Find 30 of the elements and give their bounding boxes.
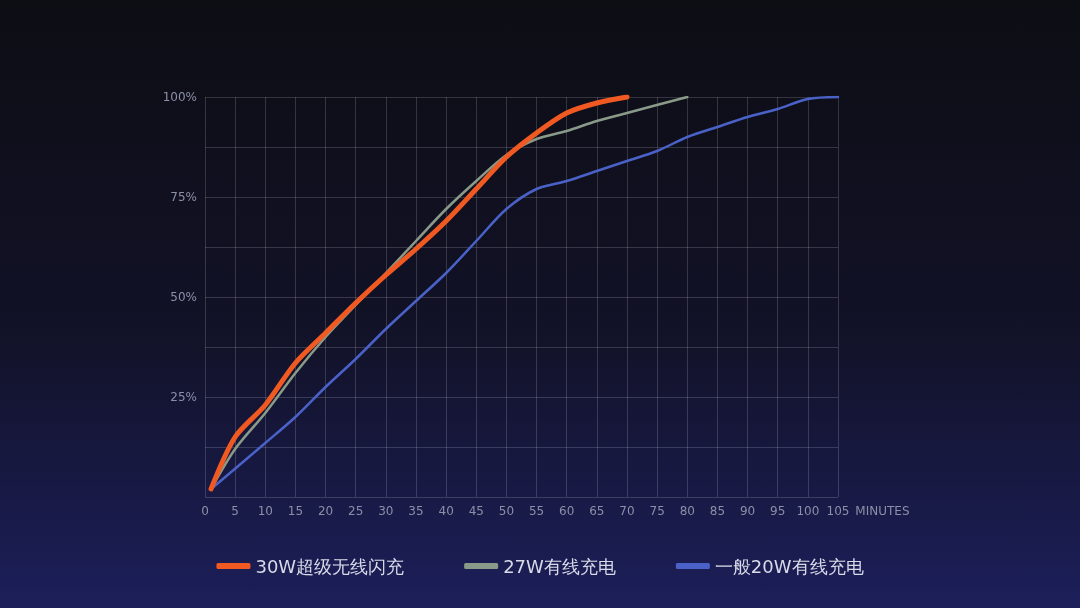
- y-tick-label: 100%: [162, 90, 197, 104]
- x-tick-label: 5: [231, 504, 239, 518]
- x-tick-label: 45: [468, 504, 484, 518]
- y-tick-label: 75%: [170, 190, 197, 204]
- x-tick-label: 100: [796, 504, 820, 518]
- x-tick-label: 65: [589, 504, 605, 518]
- x-tick-label: 40: [438, 504, 454, 518]
- x-axis-title: MINUTES: [855, 504, 910, 518]
- x-tick-label: 15: [287, 504, 304, 518]
- y-tick-label: 25%: [170, 390, 197, 404]
- legend-label: 一般20W有线充电: [714, 555, 864, 577]
- x-tick-label: 30: [378, 504, 394, 518]
- x-tick-label: 95: [770, 504, 786, 518]
- x-tick-label: 85: [709, 504, 726, 518]
- legend-label: 27W有线充电: [503, 555, 616, 577]
- x-tick-label: 10: [257, 504, 273, 518]
- x-tick-label: 0: [201, 504, 209, 518]
- x-tick-label: 35: [408, 504, 424, 518]
- x-tick-label: 20: [317, 504, 334, 518]
- legend-label: 30W超级无线闪充: [255, 555, 405, 577]
- x-tick-label: 75: [649, 504, 665, 518]
- x-tick-label: 70: [619, 504, 635, 518]
- x-tick-label: 90: [739, 504, 756, 518]
- y-tick-label: 50%: [170, 290, 197, 304]
- x-tick-label: 105: [826, 504, 850, 518]
- x-tick-label: 55: [528, 504, 545, 518]
- x-tick-label: 25: [348, 504, 364, 518]
- x-tick-label: 60: [559, 504, 575, 518]
- x-tick-label: 50: [498, 504, 515, 518]
- x-tick-label: 80: [679, 504, 695, 518]
